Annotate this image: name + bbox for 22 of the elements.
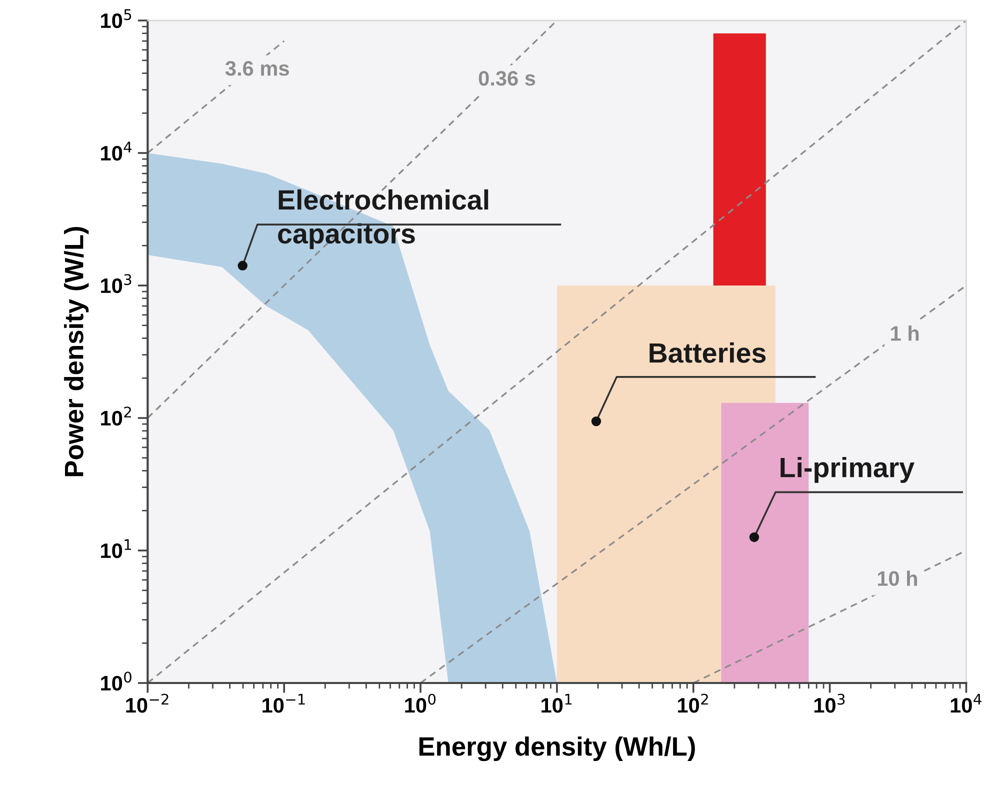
series-label: Batteries [650,342,766,363]
x-tick-label: 10$^{3}$ [814,694,845,713]
x-tick-label: 10$^{−1}$ [262,694,305,713]
x-tick-label: 10$^{1}$ [542,694,572,713]
series-label: 3.6 ms [225,61,289,76]
y-tick-label: 10$^{3}$ [101,274,132,294]
series-label: Li-primary [780,457,914,483]
x-tick-label: 10$^{4}$ [950,694,982,713]
y-tick-label: 10$^{2}$ [101,406,131,426]
series-label: 10 h [878,570,918,586]
x-axis-title: Energy density (Wh/L) [419,736,695,762]
series-label: Electrochemical capacitors [278,189,488,250]
series-label: 1 h [891,325,919,341]
y-tick-label: 10$^{5}$ [101,9,132,28]
series-label: 0.36 s [478,70,536,86]
y-tick-label: 10$^{0}$ [101,672,132,691]
y-axis-title: Power density (W/L) [64,226,89,476]
x-tick-label: 10$^{−2}$ [126,694,168,713]
y-tick-label: 10$^{4}$ [101,142,132,161]
x-tick-label: 10$^{2}$ [678,694,708,713]
y-tick-label: 10$^{1}$ [101,539,132,558]
x-tick-label: 10$^{0}$ [405,694,436,713]
